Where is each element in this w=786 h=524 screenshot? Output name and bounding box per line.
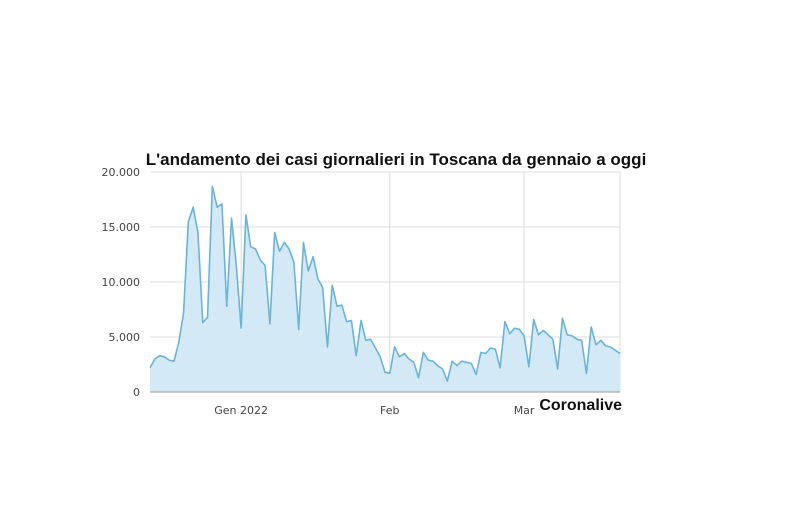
y-tick-label: 15.000 [102, 221, 141, 234]
y-axis-ticks: 0 5.000 10.000 15.000 20.000 [102, 166, 141, 399]
x-tick-label: Gen 2022 [214, 404, 268, 417]
y-tick-label: 10.000 [102, 276, 141, 289]
series-line [149, 185, 621, 382]
y-tick-label: 0 [133, 386, 140, 399]
x-tick-label: Feb [380, 404, 399, 417]
x-axis-ticks: Gen 2022 Feb Mar [214, 404, 535, 417]
area-series [149, 185, 621, 392]
area-fill [150, 186, 620, 392]
chart-title: L'andamento dei casi giornalieri in Tosc… [146, 150, 647, 169]
x-tick-label: Mar [514, 404, 535, 417]
watermark-coronalive: Coronalive [539, 397, 622, 414]
y-tick-label: 20.000 [102, 166, 141, 179]
y-tick-label: 5.000 [109, 331, 141, 344]
